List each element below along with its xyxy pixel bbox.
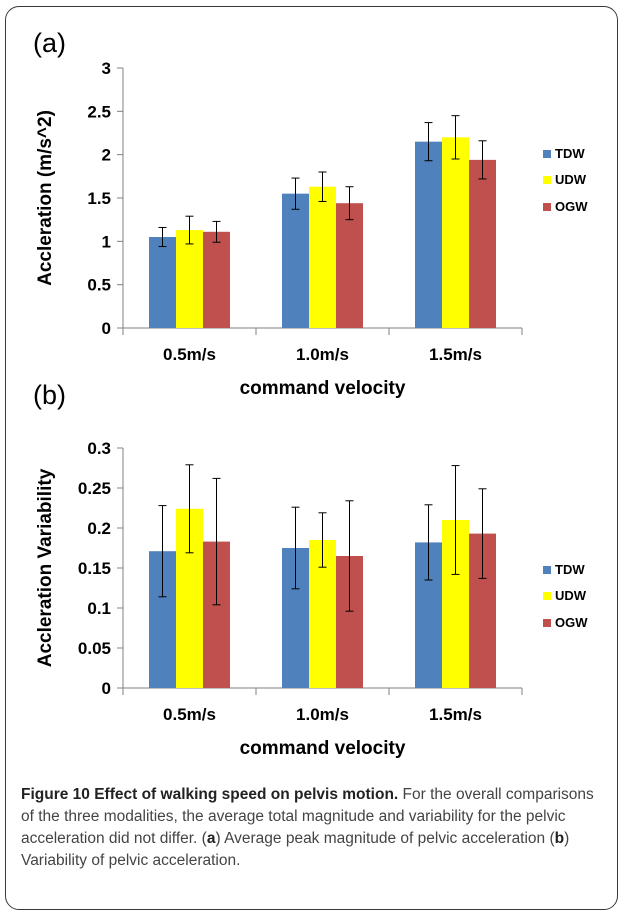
y-tick-label: 0 xyxy=(102,679,111,698)
figure-frame xyxy=(5,6,618,910)
bar-tdw-1 xyxy=(282,193,309,328)
bar-tdw-0 xyxy=(149,237,176,328)
x-tick-label: 1.0m/s xyxy=(296,705,349,724)
x-tick-label: 0.5m/s xyxy=(163,345,216,364)
caption-title: Figure 10 Effect of walking speed on pel… xyxy=(21,786,399,803)
y-tick-label: 0.05 xyxy=(78,639,111,658)
y-axis-title: Accleration (m/s^2) xyxy=(35,110,56,286)
chart-panel-a: (a) 0 0.5 1 1.5 2 2.5 3 0.5m/s 1.0m/s 1.5m/s comman… xyxy=(33,28,588,398)
figure-caption: Figure 10 Effect of walking speed on pel… xyxy=(21,784,606,872)
y-tick-label: 0.25 xyxy=(78,479,111,498)
bar-ogw-0 xyxy=(203,231,230,328)
y-tick-label: 0.1 xyxy=(87,599,111,618)
caption-text-1: For the overall comparisons of the three… xyxy=(21,786,594,847)
y-tick-label: 3 xyxy=(102,59,111,78)
y-tick-label: 2.5 xyxy=(87,102,111,121)
x-tick-label: 0.5m/s xyxy=(163,705,216,724)
y-tick-label: 1 xyxy=(102,232,111,251)
y-tick-label: 0.5 xyxy=(87,276,111,295)
legend-swatch-tdw xyxy=(543,566,551,574)
bar-ogw-2 xyxy=(469,159,496,328)
legend-label-udw: UDW xyxy=(555,588,587,603)
x-tick-label: 1.5m/s xyxy=(429,345,482,364)
caption-text-2: ) Average peak magnitude of pelvic accel… xyxy=(215,830,555,847)
bar-udw-2 xyxy=(442,137,469,328)
y-tick-label: 0 xyxy=(102,319,111,338)
y-tick-label: 2 xyxy=(102,146,111,165)
y-axis-title: Accleration Variability xyxy=(35,468,56,667)
caption-text-3: ) Variability of pelvic acceleration. xyxy=(21,830,570,869)
panel-label: (a) xyxy=(33,28,66,58)
legend-label-tdw: TDW xyxy=(555,562,585,577)
caption-label-a: a xyxy=(206,830,216,847)
legend-label-tdw: TDW xyxy=(555,146,585,161)
legend-label-ogw: OGW xyxy=(555,615,588,630)
caption-label-b: b xyxy=(554,830,565,847)
legend-swatch-ogw xyxy=(543,619,551,627)
y-tick-label: 0.3 xyxy=(87,439,111,458)
panel-label: (b) xyxy=(33,380,66,410)
bar-tdw-2 xyxy=(415,141,442,328)
legend-swatch-tdw xyxy=(543,150,551,158)
bar-ogw-1 xyxy=(336,203,363,328)
x-tick-label: 1.0m/s xyxy=(296,345,349,364)
legend-swatch-udw xyxy=(543,176,551,184)
y-tick-label: 0.2 xyxy=(87,519,111,538)
chart-panel-b: (b) 0 0.05 0.1 0.15 0.2 0.25 0.3 0.5m/s 1.0m/s 1.5… xyxy=(33,380,588,759)
bar-udw-0 xyxy=(176,230,203,328)
x-axis-title: command velocity xyxy=(240,378,406,398)
y-tick-label: 1.5 xyxy=(87,189,111,208)
bar-udw-1 xyxy=(309,186,336,328)
legend-swatch-udw xyxy=(543,592,551,600)
y-tick-label: 0.15 xyxy=(78,559,111,578)
legend-swatch-ogw xyxy=(543,203,551,211)
x-axis-title: command velocity xyxy=(240,738,406,759)
legend-label-udw: UDW xyxy=(555,172,587,187)
legend-label-ogw: OGW xyxy=(555,199,588,214)
x-tick-label: 1.5m/s xyxy=(429,705,482,724)
